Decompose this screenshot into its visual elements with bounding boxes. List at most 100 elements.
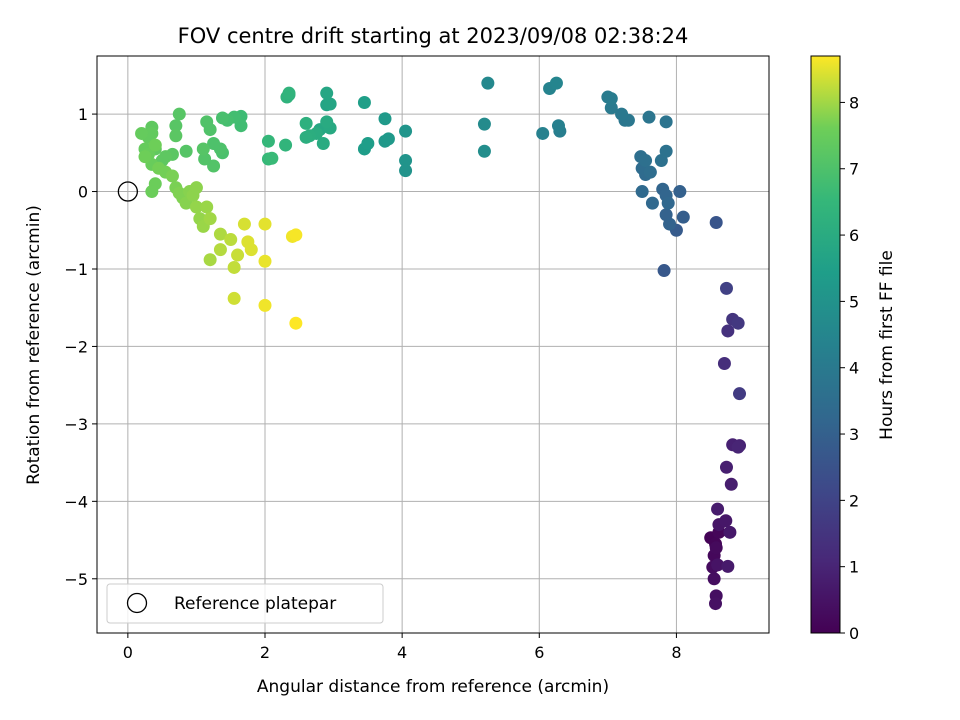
data-point bbox=[189, 181, 203, 195]
data-point bbox=[169, 129, 183, 143]
data-point bbox=[477, 144, 491, 158]
y-tick-label: −4 bbox=[64, 492, 88, 511]
data-point bbox=[203, 253, 217, 267]
data-point bbox=[196, 142, 210, 156]
data-point bbox=[299, 116, 313, 130]
grid-lines bbox=[97, 56, 769, 633]
y-tick-label: −2 bbox=[64, 337, 88, 356]
x-tick-label: 0 bbox=[123, 643, 133, 662]
data-point bbox=[639, 154, 653, 168]
colorbar-tick-label: 7 bbox=[849, 160, 859, 179]
data-point bbox=[289, 316, 303, 330]
y-tick-label: −1 bbox=[64, 260, 88, 279]
data-point bbox=[642, 110, 656, 124]
data-point bbox=[261, 134, 275, 148]
data-point bbox=[615, 107, 629, 121]
data-point bbox=[711, 558, 725, 572]
colorbar-tick-label: 3 bbox=[849, 425, 859, 444]
data-point bbox=[172, 107, 186, 121]
data-point bbox=[707, 572, 721, 586]
data-point bbox=[289, 228, 303, 242]
colorbar: 0 1 2 3 4 5 6 7 8 Hours from first FF file bbox=[810, 55, 897, 643]
data-point bbox=[659, 144, 673, 158]
colorbar-ticks: 0 1 2 3 4 5 6 7 8 bbox=[840, 93, 859, 643]
data-point bbox=[138, 150, 152, 164]
y-axis-label: Rotation from reference (arcmin) bbox=[24, 205, 44, 485]
data-point bbox=[551, 119, 565, 133]
data-point bbox=[711, 502, 725, 516]
colorbar-tick-label: 6 bbox=[849, 226, 859, 245]
chart-title: FOV centre drift starting at 2023/09/08 … bbox=[178, 24, 689, 48]
data-point bbox=[227, 291, 241, 305]
colorbar-tick-label: 4 bbox=[849, 359, 859, 378]
y-tick-label: 0 bbox=[78, 183, 88, 202]
data-point bbox=[645, 196, 659, 210]
data-point bbox=[723, 525, 737, 539]
data-point bbox=[721, 324, 735, 338]
data-point bbox=[145, 185, 159, 199]
data-point bbox=[237, 217, 251, 231]
colorbar-tick-label: 0 bbox=[849, 624, 859, 643]
y-tick-label: −3 bbox=[64, 415, 88, 434]
legend: Reference platepar bbox=[106, 583, 384, 624]
data-point bbox=[731, 440, 745, 454]
data-point bbox=[200, 200, 214, 214]
reference-point bbox=[117, 181, 139, 202]
data-point bbox=[231, 248, 245, 262]
data-point bbox=[357, 95, 371, 109]
data-point bbox=[661, 196, 675, 210]
data-point bbox=[481, 76, 495, 90]
data-point bbox=[244, 243, 258, 257]
data-point bbox=[198, 152, 212, 166]
x-tick-label: 8 bbox=[671, 643, 681, 662]
data-point bbox=[320, 86, 334, 100]
data-point bbox=[189, 200, 203, 214]
data-point bbox=[399, 124, 413, 138]
data-points bbox=[135, 76, 747, 611]
data-point bbox=[549, 76, 563, 90]
colorbar-tick-label: 1 bbox=[849, 558, 859, 577]
data-point bbox=[663, 217, 677, 231]
data-point bbox=[717, 356, 731, 370]
colorbar-tick-label: 5 bbox=[849, 292, 859, 311]
data-point bbox=[709, 541, 723, 555]
data-point bbox=[731, 316, 745, 330]
data-point bbox=[165, 169, 179, 183]
data-point bbox=[299, 130, 313, 144]
data-point bbox=[203, 212, 217, 226]
data-point bbox=[265, 151, 279, 165]
colorbar-gradient bbox=[810, 55, 841, 634]
data-point bbox=[719, 460, 733, 474]
legend-marker-reference bbox=[126, 592, 148, 614]
data-point bbox=[224, 233, 238, 247]
data-point bbox=[657, 264, 671, 278]
data-point bbox=[213, 227, 227, 241]
data-point bbox=[323, 97, 337, 111]
data-point bbox=[213, 243, 227, 257]
x-tick-label: 4 bbox=[397, 643, 407, 662]
data-point bbox=[381, 132, 395, 146]
data-point bbox=[282, 86, 296, 100]
data-point bbox=[179, 144, 193, 158]
x-axis-label: Angular distance from reference (arcmin) bbox=[257, 677, 609, 697]
colorbar-tick-label: 2 bbox=[849, 491, 859, 510]
data-point bbox=[258, 298, 272, 312]
plot-frame bbox=[96, 55, 770, 634]
data-point bbox=[148, 138, 162, 152]
data-point bbox=[709, 216, 723, 230]
data-point bbox=[227, 260, 241, 274]
colorbar-tick-label: 8 bbox=[849, 93, 859, 112]
legend-box bbox=[106, 583, 384, 624]
y-tick-label: 1 bbox=[78, 105, 88, 124]
data-point bbox=[643, 165, 657, 179]
data-point bbox=[659, 115, 673, 129]
data-point bbox=[719, 281, 733, 295]
data-point bbox=[676, 210, 690, 224]
data-point bbox=[399, 154, 413, 168]
data-point bbox=[361, 137, 375, 151]
data-point bbox=[203, 123, 217, 137]
colorbar-label: Hours from first FF file bbox=[877, 250, 897, 440]
data-point bbox=[721, 559, 735, 573]
x-tick-label: 6 bbox=[534, 643, 544, 662]
